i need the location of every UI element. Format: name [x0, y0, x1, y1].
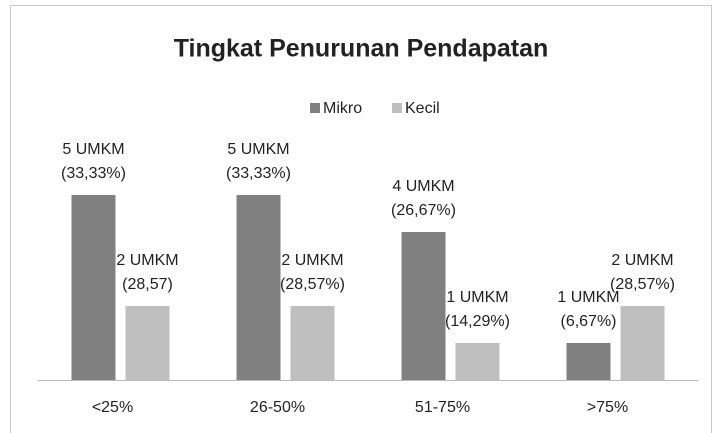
data-label-line: 2 UMKM	[611, 252, 673, 269]
bar	[455, 343, 500, 380]
x-tick-label: 51-75%	[415, 399, 470, 416]
data-label-line: 5 UMKM	[62, 141, 124, 158]
chart-title: Tingkat Penurunan Pendapatan	[174, 35, 549, 63]
data-label-line: (33,33%)	[61, 165, 126, 182]
bar	[71, 195, 116, 380]
data-label-line: (28,57%)	[610, 276, 675, 293]
data-label: 2 UMKM (28,57%)	[610, 252, 675, 293]
data-label: 4 UMKM (26,67%)	[391, 178, 456, 219]
data-label-line: (14,29%)	[445, 313, 510, 330]
data-label-line: 4 UMKM	[392, 178, 454, 195]
data-label-line: (28,57%)	[280, 276, 345, 293]
data-label-line: (33,33%)	[226, 165, 291, 182]
data-label-line: (6,67%)	[560, 313, 616, 330]
data-label-line: 2 UMKM	[281, 252, 343, 269]
bar	[236, 195, 281, 380]
legend-label: Mikro	[323, 100, 362, 117]
data-label: 1 UMKM (14,29%)	[445, 289, 510, 330]
data-label: 5 UMKM (33,33%)	[61, 141, 126, 182]
bar	[566, 343, 611, 380]
data-label: 1 UMKM (6,67%)	[557, 289, 619, 330]
data-label-line: (28,57)	[122, 276, 173, 293]
x-tick-label: <25%	[92, 399, 133, 416]
data-label-line: (26,67%)	[391, 202, 456, 219]
bar	[125, 306, 170, 380]
x-tick-label: >75%	[587, 399, 628, 416]
chart-frame	[10, 5, 712, 433]
data-label-line: 1 UMKM	[446, 289, 508, 306]
legend-swatch	[392, 103, 402, 113]
legend-swatch	[310, 103, 320, 113]
bar	[620, 306, 665, 380]
data-label: 2 UMKM (28,57)	[116, 252, 178, 293]
bar	[401, 232, 446, 380]
bar	[290, 306, 335, 380]
legend-label: Kecil	[405, 100, 440, 117]
data-label: 2 UMKM (28,57%)	[280, 252, 345, 293]
data-label-line: 1 UMKM	[557, 289, 619, 306]
data-label-line: 2 UMKM	[116, 252, 178, 269]
x-tick-label: 26-50%	[250, 399, 305, 416]
data-label: 5 UMKM (33,33%)	[226, 141, 291, 182]
data-label-line: 5 UMKM	[227, 141, 289, 158]
